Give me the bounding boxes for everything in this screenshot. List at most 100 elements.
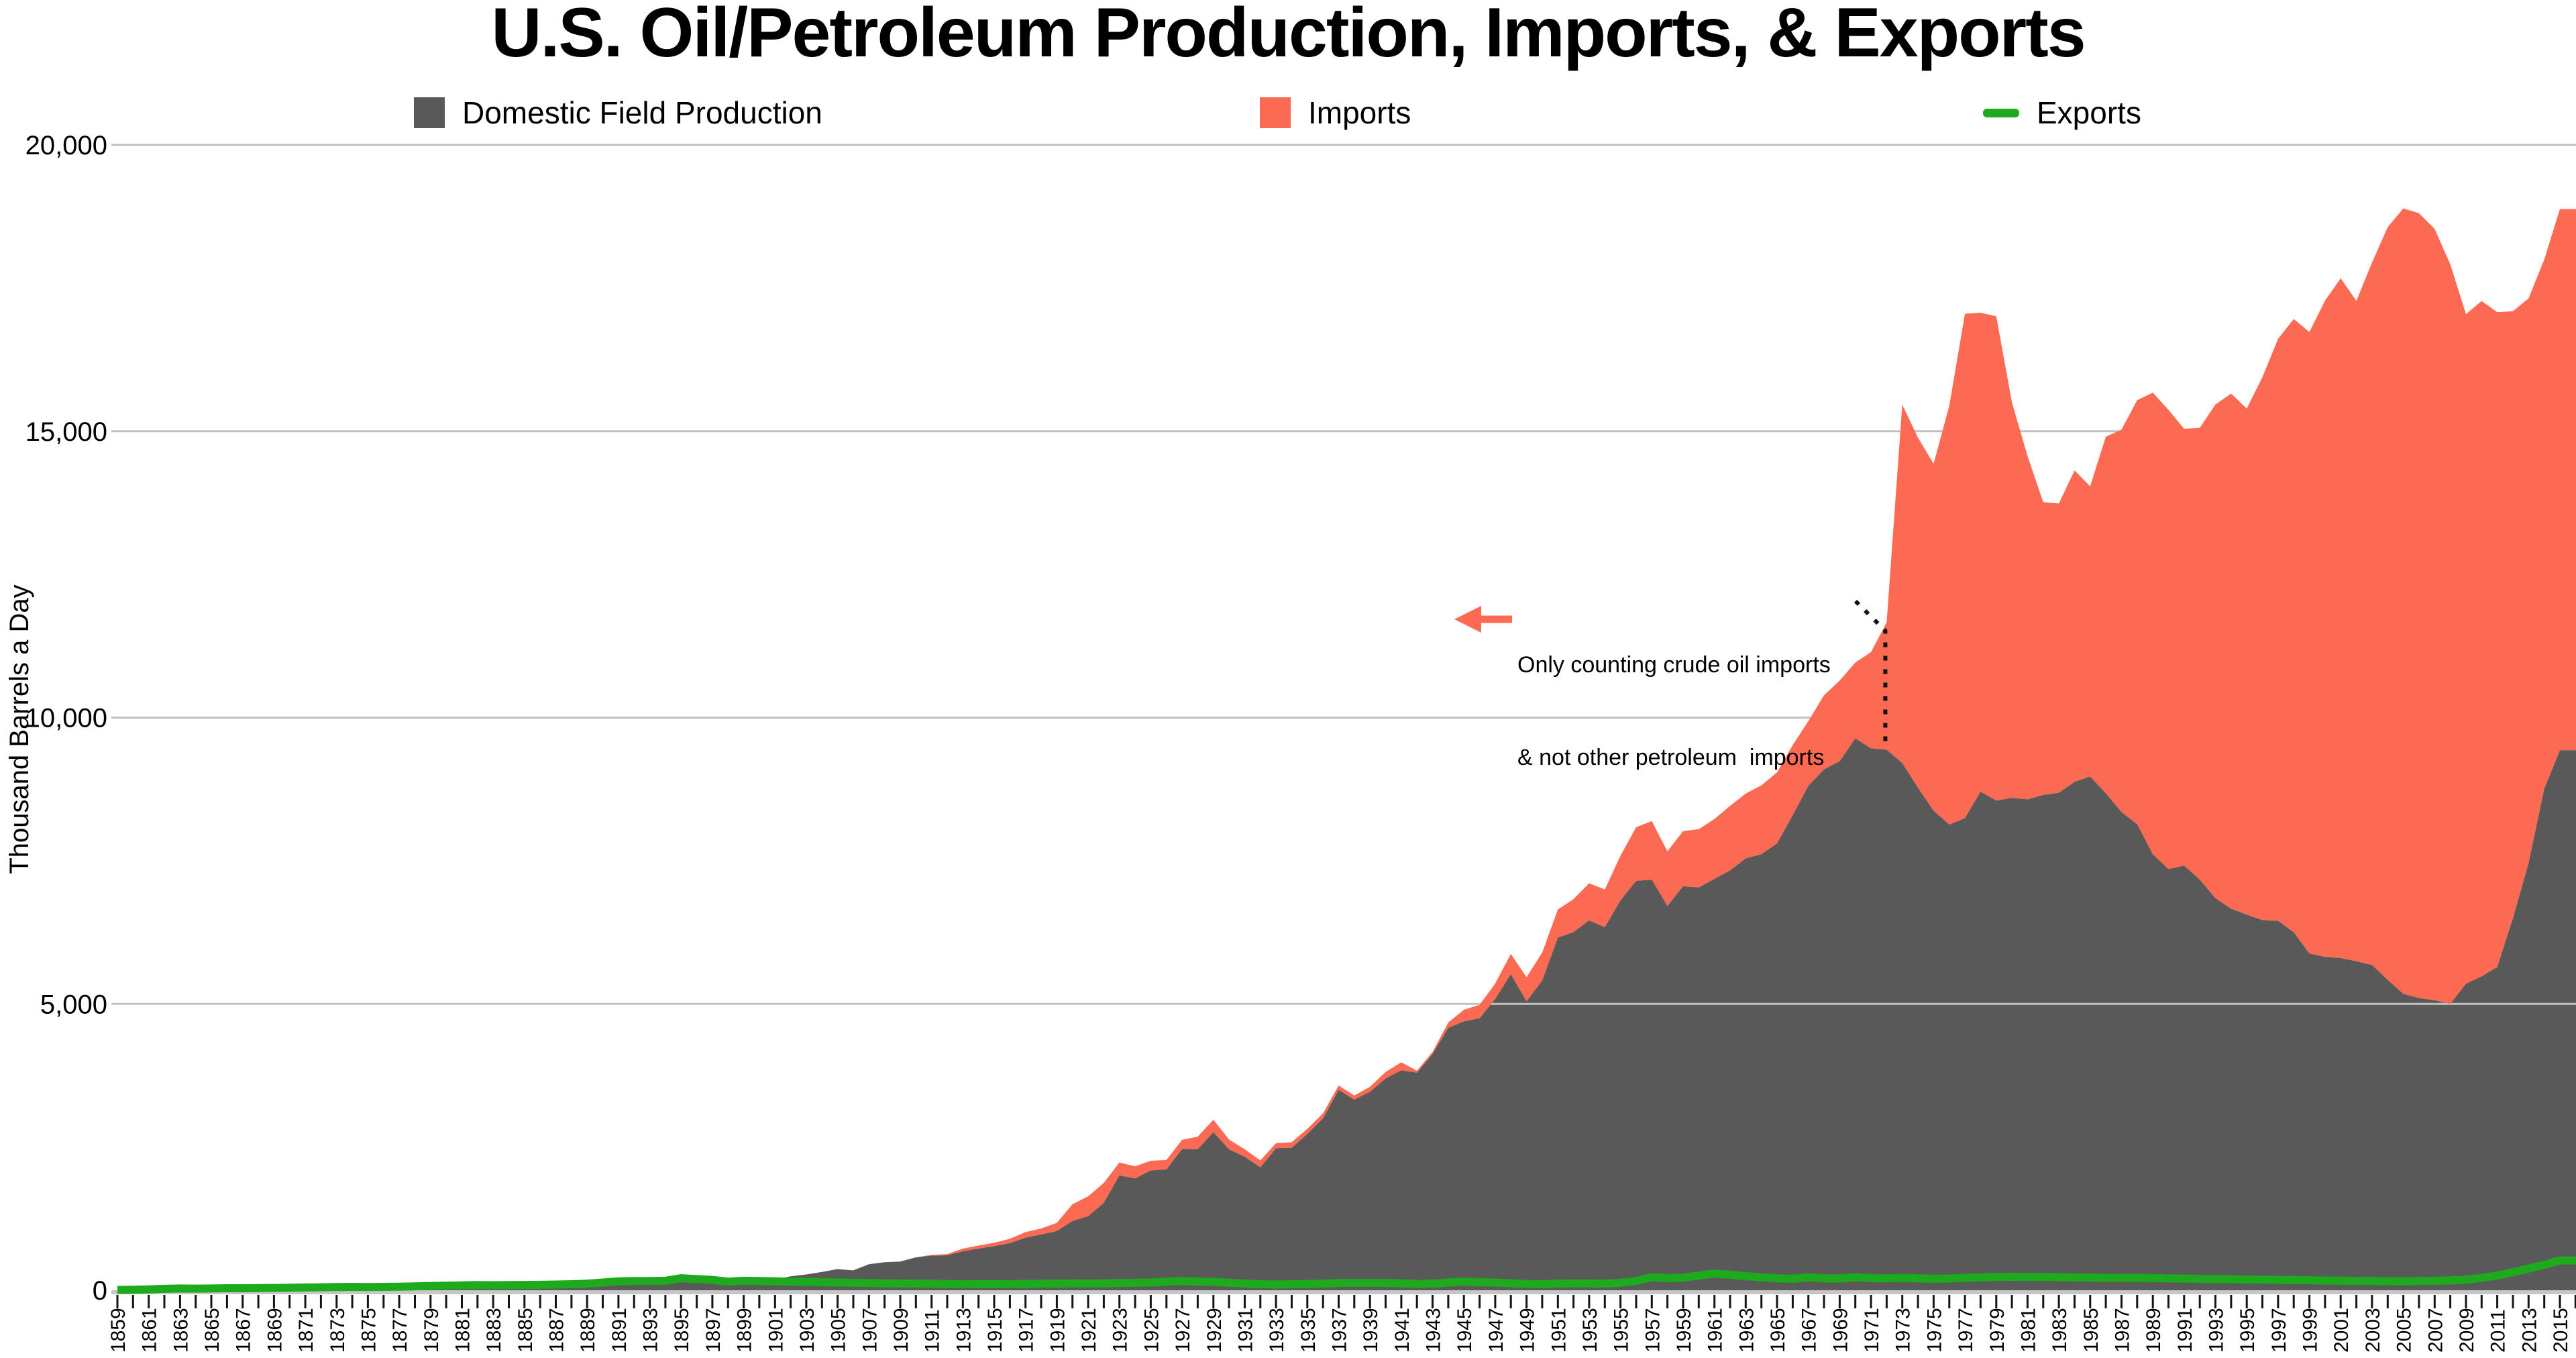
- gridlines: 0 5,000 10,000 15,000 20,000: [25, 131, 2576, 1306]
- legend-item-exports: Exports: [1983, 95, 2141, 130]
- x-tick-label: 1965: [1767, 1308, 1789, 1353]
- x-tick-label: 1877: [389, 1308, 411, 1353]
- legend-label-imports: Imports: [1308, 95, 1411, 130]
- x-tick-label: 1937: [1329, 1308, 1351, 1353]
- legend-label-production: Domestic Field Production: [462, 95, 822, 130]
- x-tick-label: 1865: [201, 1308, 223, 1353]
- x-tick-label: 1903: [796, 1308, 818, 1353]
- x-tick-label: 1889: [577, 1308, 599, 1353]
- x-tick-label: 1967: [1799, 1308, 1821, 1353]
- annotation-line1: Only counting crude oil imports: [1517, 652, 1831, 678]
- x-tick-label: 1951: [1548, 1308, 1570, 1353]
- x-tick-label: 1913: [953, 1308, 975, 1353]
- x-tick-label: 1947: [1485, 1308, 1507, 1353]
- x-tick-label: 1993: [2206, 1308, 2228, 1353]
- x-tick-label: 1977: [1955, 1308, 1977, 1353]
- x-tick-label: 1905: [828, 1308, 850, 1353]
- x-tick-label: 1935: [1297, 1308, 1320, 1353]
- annotation-note: Only counting crude oil imports & not ot…: [1517, 588, 1831, 835]
- x-tick-label: 2011: [2487, 1309, 2510, 1353]
- x-tick-label: 1969: [1829, 1308, 1851, 1353]
- x-tick-label: 1941: [1391, 1308, 1413, 1353]
- x-tick-label: 1915: [984, 1308, 1006, 1353]
- x-tick-label: 1945: [1454, 1308, 1476, 1353]
- exports-swatch-icon: [1983, 108, 2019, 117]
- x-tick-label: 1885: [515, 1308, 537, 1353]
- x-tick-label: 1887: [546, 1308, 568, 1353]
- x-tick-label: 1901: [765, 1308, 787, 1353]
- annotation-dotted-line: [1854, 599, 1888, 747]
- production-area: [117, 738, 2576, 1290]
- x-tick-label: 1859: [107, 1308, 129, 1353]
- y-tick-label: 5,000: [40, 990, 107, 1019]
- legend-label-exports: Exports: [2037, 95, 2141, 130]
- exports-line: [117, 1256, 2576, 1294]
- x-tick-label: 1979: [1986, 1308, 2008, 1353]
- x-tick-label: 1975: [1923, 1308, 1945, 1353]
- x-tick-label: 2005: [2394, 1308, 2416, 1353]
- x-tick-label: 1927: [1172, 1308, 1194, 1353]
- x-tick-label: 1893: [640, 1308, 662, 1353]
- x-tick-label: 1991: [2174, 1308, 2196, 1353]
- x-tick-label: 1963: [1735, 1308, 1758, 1353]
- x-tick-label: 1971: [1861, 1308, 1883, 1353]
- x-tick-label: 1911: [922, 1309, 944, 1353]
- x-tick-label: 2007: [2424, 1308, 2447, 1353]
- x-tick-label: 1897: [702, 1308, 724, 1353]
- x-tick-label: 1995: [2237, 1308, 2259, 1353]
- x-tick-label: 1907: [859, 1308, 881, 1353]
- arrow-head: [1454, 606, 1481, 633]
- legend-item-imports: Imports: [1260, 95, 1411, 130]
- x-tick-label: 1987: [2112, 1308, 2134, 1353]
- x-tick-label: 1873: [327, 1308, 349, 1353]
- y-tick-label: 10,000: [25, 704, 107, 733]
- x-tick-label: 1997: [2268, 1308, 2290, 1353]
- x-tick-label: 1999: [2300, 1308, 2322, 1353]
- chart-title: U.S. Oil/Petroleum Production, Imports, …: [491, 0, 2086, 72]
- x-tick-label: 1875: [358, 1308, 380, 1353]
- x-tick-label: 1869: [264, 1308, 286, 1353]
- x-tick-label: 1921: [1078, 1308, 1100, 1353]
- x-tick-label: 1923: [1110, 1308, 1132, 1353]
- legend-item-production: Domestic Field Production: [414, 95, 822, 130]
- x-tick-label: 1917: [1016, 1308, 1038, 1353]
- x-tick-label: 1939: [1360, 1308, 1382, 1353]
- y-tick-label: 0: [93, 1276, 107, 1306]
- x-tick-label: 1973: [1892, 1308, 1915, 1353]
- x-tick-label: 1933: [1266, 1308, 1288, 1353]
- x-tick-label: 1953: [1579, 1308, 1601, 1353]
- imports-swatch-icon: [1260, 97, 1291, 128]
- x-tick-label: 1957: [1642, 1308, 1664, 1353]
- production-swatch-icon: [414, 97, 445, 128]
- x-tick-labels: 1859 1861 1863 1865 1867 1869 1871 1873 1875 1877…: [107, 1308, 2572, 1353]
- x-tick-label: 2001: [2330, 1308, 2353, 1353]
- x-tick-label: 1883: [483, 1308, 505, 1353]
- x-tick-label: 2009: [2456, 1308, 2478, 1353]
- x-tick-label: 1919: [1046, 1308, 1069, 1353]
- x-tick-label: 1985: [2080, 1308, 2102, 1353]
- x-tick-label: 1879: [421, 1308, 443, 1353]
- x-tick-label: 2015: [2550, 1308, 2572, 1353]
- x-tick-label: 1983: [2049, 1308, 2071, 1353]
- x-tick-label: 1925: [1140, 1308, 1163, 1353]
- y-tick-label: 15,000: [25, 417, 107, 447]
- x-tick-label: 1929: [1203, 1308, 1226, 1353]
- annotation-arrow-icon: [1454, 606, 1512, 633]
- x-tick-label: 1871: [295, 1308, 317, 1353]
- x-tick-label: 1909: [890, 1308, 912, 1353]
- x-ticks: [116, 1295, 2576, 1308]
- x-tick-label: 1899: [734, 1308, 756, 1353]
- x-tick-label: 2013: [2518, 1308, 2540, 1353]
- x-tick-label: 1863: [170, 1308, 192, 1353]
- x-tick-label: 1931: [1235, 1308, 1257, 1353]
- x-tick-label: 1955: [1611, 1308, 1633, 1353]
- x-tick-label: 1989: [2143, 1308, 2165, 1353]
- x-tick-label: 1943: [1423, 1308, 1445, 1353]
- x-tick-label: 1959: [1673, 1308, 1695, 1353]
- x-tick-label: 1981: [2017, 1308, 2039, 1353]
- x-tick-label: 1949: [1517, 1308, 1539, 1353]
- annotation-line2: & not other petroleum imports: [1517, 745, 1825, 770]
- x-tick-label: 1867: [233, 1308, 255, 1353]
